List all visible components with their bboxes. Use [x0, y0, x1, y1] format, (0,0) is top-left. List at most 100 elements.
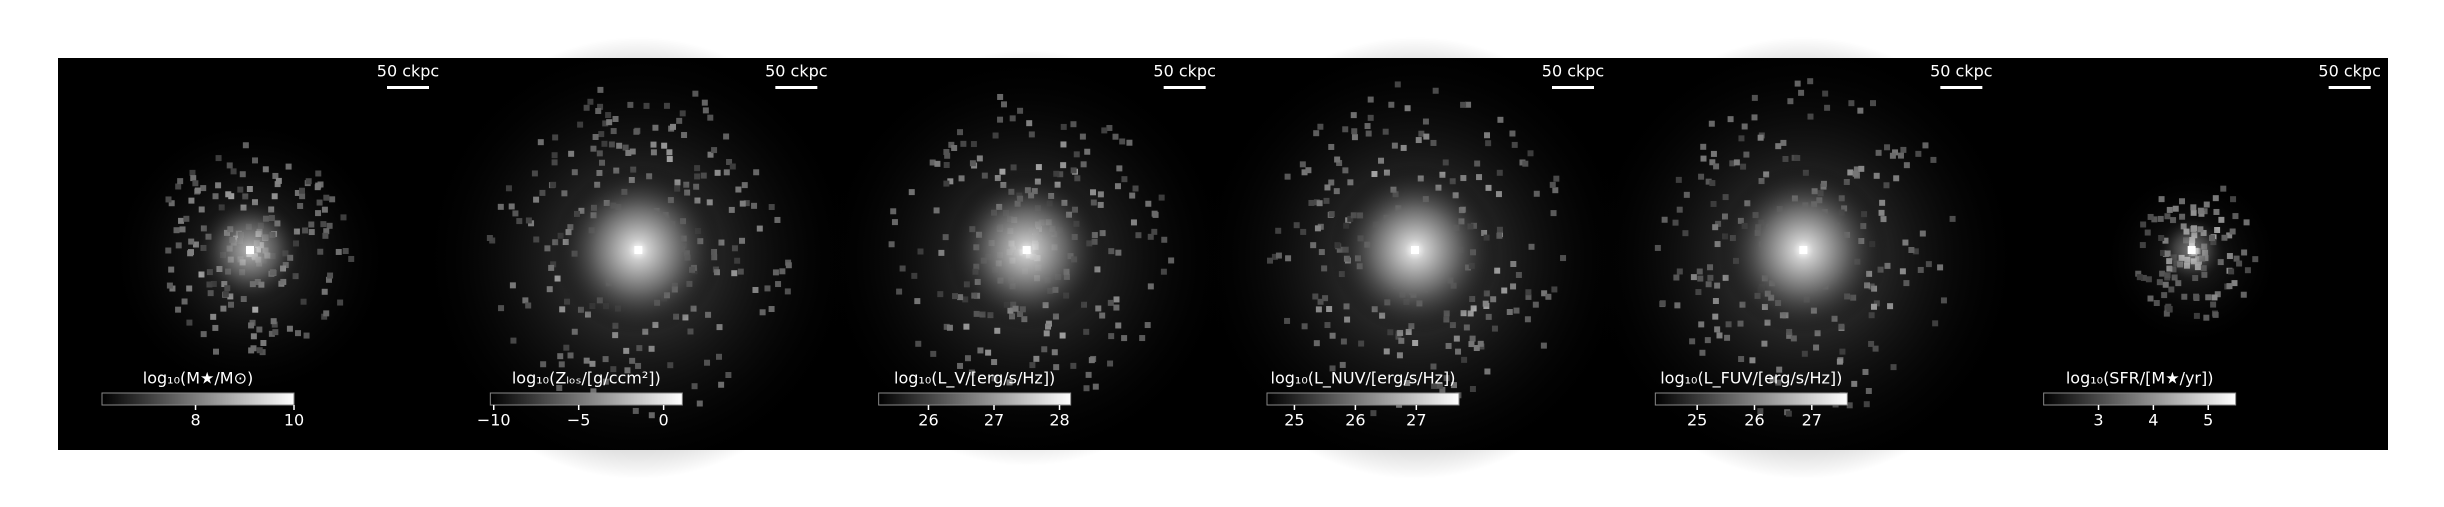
pixel — [1112, 133, 1119, 140]
pixel — [1432, 87, 1439, 94]
pixel — [1497, 116, 1504, 123]
pixel — [1917, 266, 1924, 273]
pixel — [2162, 281, 2169, 288]
pixel — [2241, 249, 2248, 256]
pixel — [1532, 301, 1539, 308]
pixel — [340, 214, 347, 221]
pixel — [937, 291, 944, 298]
pixel — [1549, 181, 1556, 188]
pixel — [1751, 114, 1758, 121]
pixel — [696, 400, 703, 407]
pixel — [168, 200, 175, 207]
pixel — [537, 139, 544, 146]
pixel — [1496, 169, 1503, 176]
pixel — [624, 367, 631, 374]
pixel — [969, 160, 976, 167]
pixel — [242, 142, 249, 149]
pixel — [1775, 143, 1782, 150]
pixel — [652, 124, 659, 131]
pixel — [295, 330, 302, 337]
pixel — [1490, 296, 1497, 303]
pixel — [1900, 146, 1907, 153]
pixel — [554, 275, 561, 282]
pixel — [175, 306, 182, 313]
colorbar-label: log₁₀(L_V/[erg/s/Hz]) — [894, 369, 1055, 389]
panel: 50 ckpc log₁₀(SFR/[M★/yr]) 3 4 5 — [2043, 62, 2381, 430]
pixel — [1108, 333, 1115, 340]
pixel — [1079, 133, 1086, 140]
pixel — [2157, 215, 2164, 222]
pixel — [1301, 169, 1308, 176]
pixel — [1351, 128, 1358, 135]
pixel — [602, 120, 609, 127]
pixel — [775, 281, 782, 288]
pixel — [1365, 130, 1372, 137]
pixel — [1085, 371, 1092, 378]
pixel — [590, 145, 597, 152]
pixel — [739, 200, 746, 207]
pixel — [1689, 338, 1696, 345]
pixel — [1460, 101, 1467, 108]
pixel — [1884, 262, 1891, 269]
pixel — [1267, 257, 1274, 264]
pixel — [1740, 163, 1747, 170]
pixel — [1106, 124, 1113, 131]
colorbar-tick-label: 25 — [1284, 411, 1304, 430]
pixel — [178, 217, 185, 224]
pixel — [1445, 342, 1452, 349]
pixel — [1873, 172, 1880, 179]
pixel — [1899, 268, 1906, 275]
colorbar-tick-label: 8 — [190, 411, 200, 430]
pixel — [1442, 159, 1449, 166]
pixel — [1316, 200, 1323, 207]
pixel — [1059, 332, 1066, 339]
pixel — [943, 180, 950, 187]
pixel — [1313, 130, 1320, 137]
pixel — [1119, 138, 1126, 145]
pixel — [2218, 216, 2225, 223]
colorbar — [878, 392, 1072, 406]
pixel — [1852, 170, 1859, 177]
pixel — [1769, 376, 1776, 383]
pixel — [2214, 291, 2221, 298]
pixel — [943, 149, 950, 156]
pixel — [1713, 163, 1720, 170]
pixel — [1533, 190, 1540, 197]
pixel — [550, 181, 557, 188]
pixel — [215, 155, 222, 162]
pixel — [1858, 165, 1865, 172]
pixel — [1690, 274, 1697, 281]
pixel — [1474, 160, 1481, 167]
pixel — [525, 302, 532, 309]
pixel — [1398, 337, 1405, 344]
pixel — [1676, 206, 1683, 213]
pixel — [1714, 326, 1721, 333]
pixel — [1506, 308, 1513, 315]
pixel — [2240, 291, 2247, 298]
pixel — [2190, 209, 2197, 216]
pixel — [1367, 114, 1374, 121]
pixel — [694, 173, 701, 180]
colorbar-tick-label: 26 — [918, 411, 938, 430]
pixel — [1737, 320, 1744, 327]
pixel — [1161, 236, 1168, 243]
pixel — [1704, 337, 1711, 344]
pixel — [1084, 148, 1091, 155]
pixel — [2156, 279, 2163, 286]
pixel — [2193, 312, 2200, 319]
pixel — [2168, 286, 2175, 293]
pixel — [337, 299, 344, 306]
colorbar-tick-label: 27 — [1802, 411, 1822, 430]
pixel — [718, 381, 725, 388]
pixel — [997, 93, 1004, 100]
pixel — [1700, 155, 1707, 162]
pixel — [275, 177, 282, 184]
pixel — [1836, 358, 1843, 365]
colorbar-tick-label: 25 — [1687, 411, 1707, 430]
pixel — [1868, 312, 1875, 319]
pixel — [1714, 282, 1721, 289]
pixel — [723, 169, 730, 176]
pixel — [226, 162, 233, 169]
pixel — [1705, 178, 1712, 185]
pixel — [1461, 356, 1468, 363]
